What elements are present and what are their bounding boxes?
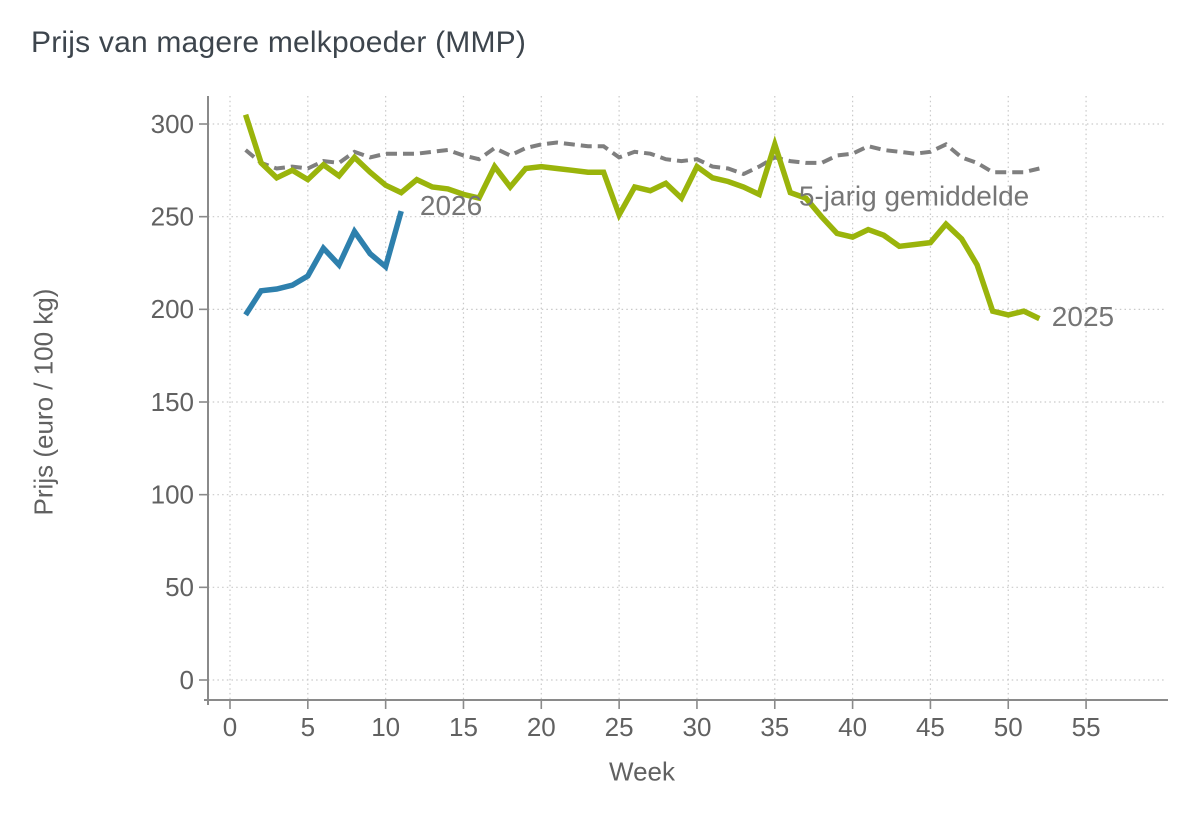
series-line-2025	[242, 113, 1041, 322]
y-tick-label: 100	[151, 480, 194, 510]
y-tick-label: 300	[151, 109, 194, 139]
x-tick-label: 35	[760, 712, 789, 742]
y-tick-label: 150	[151, 387, 194, 417]
x-tick-label: 20	[527, 712, 556, 742]
y-tick-label: 250	[151, 202, 194, 232]
x-tick-label: 0	[223, 712, 237, 742]
series-line-5-jarig-gemiddelde	[244, 140, 1040, 177]
x-tick-label: 10	[371, 712, 400, 742]
series-label-5-jarig-gemiddelde: 5-jarig gemiddelde	[799, 181, 1029, 212]
x-tick-label: 5	[301, 712, 315, 742]
x-tick-label: 55	[1072, 712, 1101, 742]
series-label-2025: 2025	[1052, 301, 1114, 332]
x-tick-label: 40	[838, 712, 867, 742]
x-tick-label: 50	[994, 712, 1023, 742]
gridlines	[208, 96, 1164, 700]
y-tick-label: 0	[180, 665, 194, 695]
x-tick-label: 45	[916, 712, 945, 742]
x-axis-title: Week	[609, 756, 675, 787]
x-tick-label: 30	[682, 712, 711, 742]
chart-title: Prijs van magere melkpoeder (MMP)	[31, 26, 527, 59]
y-tick-label: 50	[165, 572, 194, 602]
x-tick-label: 25	[605, 712, 634, 742]
series-label-2026: 2026	[420, 190, 482, 221]
x-tick-label: 15	[449, 712, 478, 742]
y-tick-label: 200	[151, 294, 194, 324]
series-line-2026	[243, 210, 404, 317]
